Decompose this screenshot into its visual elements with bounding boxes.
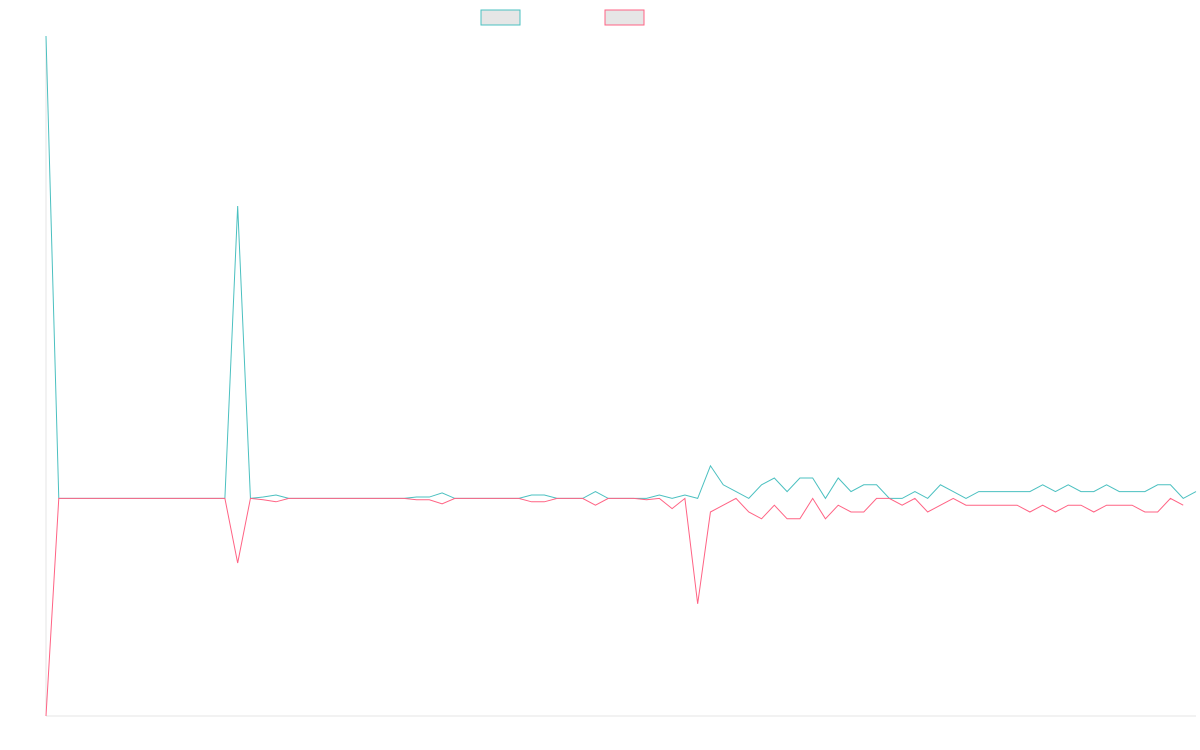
series-group: [45, 35, 1197, 717]
axes: [45, 36, 1196, 717]
series-line-2: [45, 497, 1184, 717]
legend: [480, 9, 645, 26]
legend-swatch-1[interactable]: [480, 9, 521, 26]
series-line-1: [45, 35, 1197, 500]
legend-swatch-2[interactable]: [604, 9, 645, 26]
